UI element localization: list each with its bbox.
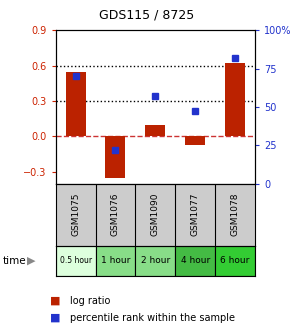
Bar bbox=[56, 246, 96, 276]
Text: ■: ■ bbox=[50, 312, 61, 323]
Bar bbox=[225, 63, 245, 136]
Text: 0.5 hour: 0.5 hour bbox=[59, 256, 92, 265]
Text: GSM1075: GSM1075 bbox=[71, 193, 80, 236]
Bar bbox=[135, 246, 175, 276]
Text: 1 hour: 1 hour bbox=[101, 256, 130, 265]
Text: GSM1077: GSM1077 bbox=[191, 193, 200, 236]
Text: 2 hour: 2 hour bbox=[141, 256, 170, 265]
Bar bbox=[215, 246, 255, 276]
Text: time: time bbox=[3, 255, 27, 265]
Text: ■: ■ bbox=[50, 296, 61, 306]
Text: GDS115 / 8725: GDS115 / 8725 bbox=[99, 8, 194, 22]
Bar bbox=[175, 246, 215, 276]
Text: percentile rank within the sample: percentile rank within the sample bbox=[70, 312, 235, 323]
Bar bbox=[96, 246, 135, 276]
Text: 4 hour: 4 hour bbox=[180, 256, 210, 265]
Text: GSM1076: GSM1076 bbox=[111, 193, 120, 236]
Text: log ratio: log ratio bbox=[70, 296, 111, 306]
Bar bbox=[145, 125, 165, 136]
Text: GSM1078: GSM1078 bbox=[231, 193, 239, 236]
Bar bbox=[66, 72, 86, 136]
Text: 6 hour: 6 hour bbox=[220, 256, 250, 265]
Bar bbox=[105, 136, 125, 178]
Text: GSM1090: GSM1090 bbox=[151, 193, 160, 236]
Bar bbox=[185, 136, 205, 144]
Text: ▶: ▶ bbox=[26, 255, 35, 265]
